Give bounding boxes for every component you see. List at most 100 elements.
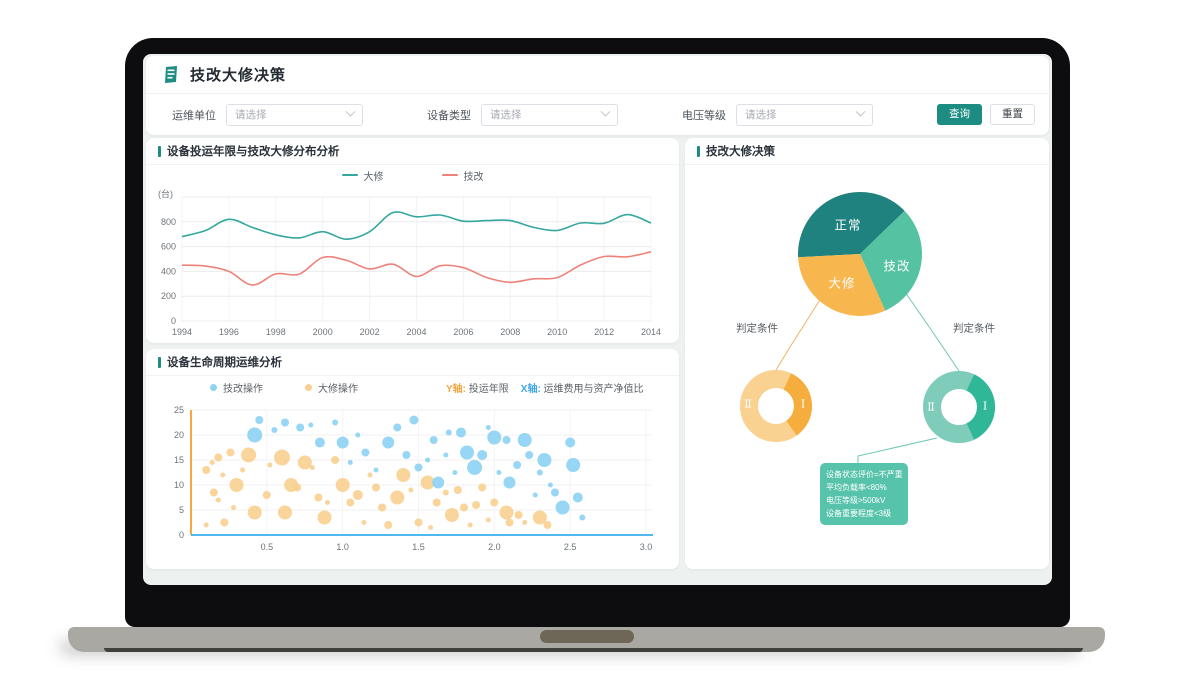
svg-text:1994: 1994	[172, 327, 192, 337]
bubble-技改操作	[281, 418, 289, 427]
voltage-level-select[interactable]: 请选择	[736, 103, 873, 126]
panel-title: 技改大修决策	[706, 146, 775, 158]
bubble-技改操作	[296, 423, 305, 432]
tooltip-line: 电压等级>500kV	[826, 496, 886, 505]
pie-slice-技改	[860, 210, 922, 311]
svg-text:3.0: 3.0	[640, 542, 653, 552]
bubble-技改操作	[414, 463, 423, 472]
line-chart: 1994 1996 1998 2000 2002 2004 2006 2008 2010 2012…	[158, 188, 661, 337]
bubble-大修操作	[215, 497, 221, 503]
title-bar-mark	[158, 356, 161, 368]
bubble-大修操作	[293, 483, 302, 492]
legend-item-jigai-op[interactable]: 技改操作	[210, 380, 263, 395]
bubble-技改操作	[513, 461, 522, 469]
bubble-大修操作	[372, 483, 380, 492]
filter-bar: 运维单位 请选择 设备类型 请选择 电压等级 请选择	[146, 94, 1049, 135]
bubble-技改操作	[460, 445, 474, 460]
bubble-技改操作	[477, 450, 488, 460]
bubble-大修操作	[209, 488, 218, 497]
bubble-大修操作	[522, 520, 528, 525]
bubble-大修操作	[432, 498, 441, 507]
filter-group-voltage-level: 电压等级 请选择	[682, 103, 873, 126]
bubble-技改操作	[332, 419, 339, 426]
svg-text:1.5: 1.5	[412, 542, 425, 552]
operation-unit-select[interactable]: 请选择	[226, 103, 363, 126]
donut-segment-i	[783, 373, 812, 436]
bubble-技改操作	[432, 476, 445, 489]
donut-left-segment-ii-label: Ⅱ	[744, 397, 752, 411]
line-chart-legend: 大修 技改	[146, 165, 679, 185]
bubble-大修操作	[478, 483, 487, 492]
svg-text:1996: 1996	[219, 327, 239, 337]
svg-text:25: 25	[174, 405, 184, 415]
bubble-技改操作	[537, 453, 552, 467]
bubble-大修操作	[241, 447, 257, 463]
bubble-大修操作	[331, 456, 340, 464]
bubble-技改操作	[308, 422, 314, 428]
pie-slice-label-overhaul[interactable]: 大修	[828, 276, 856, 291]
legend-dot-swatch	[210, 383, 217, 391]
bubble-大修操作	[267, 462, 273, 468]
bubble-技改操作	[347, 460, 353, 465]
legend-item-daxiu[interactable]: 大修	[341, 168, 384, 183]
bubble-大修操作	[278, 505, 292, 520]
svg-text:200: 200	[161, 291, 176, 301]
pie-slice-label-retrofit[interactable]: 技改	[883, 259, 911, 274]
legend-item-daxiu-op[interactable]: 大修操作	[305, 380, 358, 395]
bubble-技改操作	[456, 427, 466, 438]
donut-right-segment-ii-label: Ⅱ	[927, 400, 935, 414]
bubble-大修操作	[209, 460, 215, 465]
tooltip-line: 设备状态评价=不严重	[826, 470, 903, 479]
app-logo-icon	[165, 66, 177, 83]
bubble-大修操作	[361, 520, 367, 525]
bubble-大修操作	[499, 505, 514, 520]
chevron-down-icon	[855, 106, 866, 117]
svg-text:600: 600	[161, 242, 176, 252]
svg-text:15: 15	[174, 455, 184, 465]
legend-item-jigai[interactable]: 技改	[441, 168, 484, 183]
bubble-chart-panel: 设备生命周期运维分析 技改操作 大修操作 Y轴: 投运年限	[146, 349, 679, 569]
bubble-大修操作	[367, 472, 373, 478]
y-axis-note: Y轴: 投运年限	[446, 380, 509, 395]
bubble-技改操作	[555, 500, 570, 515]
svg-text:1.0: 1.0	[336, 542, 349, 552]
pie-slice-大修	[798, 254, 886, 316]
bubble-技改操作	[445, 429, 452, 436]
bubble-技改操作	[496, 470, 502, 475]
x-axis-note-prefix: X轴:	[520, 383, 541, 395]
svg-text:2.5: 2.5	[564, 542, 577, 552]
filter-label: 设备类型	[427, 109, 471, 122]
bubble-技改操作	[547, 482, 553, 488]
bubble-技改操作	[572, 492, 583, 503]
header-card: 技改大修决策 运维单位 请选择 设备类型 请选择	[146, 56, 1049, 135]
bubble-大修操作	[202, 466, 211, 474]
bubble-技改操作	[517, 433, 532, 447]
bubble-技改操作	[532, 492, 538, 498]
bubble-大修操作	[467, 522, 473, 528]
bubble-大修操作	[297, 455, 312, 470]
x-axis-note: X轴: 运维费用与资产净值比	[521, 380, 644, 395]
query-button[interactable]: 查询	[937, 104, 982, 125]
bubble-大修操作	[317, 510, 332, 525]
svg-text:2002: 2002	[360, 327, 380, 337]
app-header: 技改大修决策	[146, 56, 1049, 94]
decision-panel: 技改大修决策 正常 技改 大修 判定条件 判定条件 Ⅱ Ⅰ Ⅱ Ⅰ 设备状态评价…	[685, 138, 1049, 569]
svg-text:0.5: 0.5	[261, 542, 274, 552]
bubble-技改操作	[271, 427, 278, 433]
y-axis-note-text: 投运年限	[466, 383, 509, 395]
bubble-大修操作	[262, 491, 271, 499]
bubble-大修操作	[390, 490, 405, 505]
svg-text:2004: 2004	[406, 327, 426, 337]
bubble-大修操作	[396, 468, 411, 482]
line-series-技改	[181, 251, 652, 286]
bubble-大修操作	[442, 489, 449, 496]
legend-label: 技改操作	[223, 383, 263, 395]
device-type-select[interactable]: 请选择	[481, 103, 618, 126]
filter-label: 运维单位	[172, 109, 216, 122]
legend-dot-swatch	[305, 383, 312, 391]
svg-text:2012: 2012	[594, 327, 614, 337]
reset-button[interactable]: 重置	[990, 104, 1035, 125]
pie-slice-label-normal[interactable]: 正常	[834, 218, 862, 233]
svg-text:0: 0	[171, 316, 176, 326]
bubble-大修操作	[247, 505, 262, 520]
